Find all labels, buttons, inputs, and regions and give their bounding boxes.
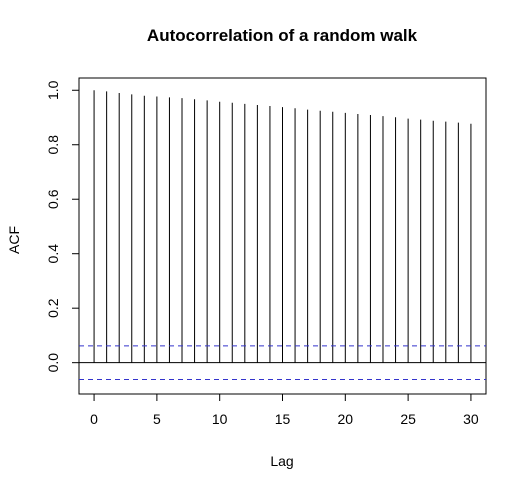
y-axis: 0.0 0.2 0.4 0.6 0.8 1.0 <box>45 80 80 373</box>
x-axis: 0 5 10 15 20 25 30 <box>90 393 479 427</box>
acf-marks <box>79 90 486 381</box>
chart-title: Autocorrelation of a random walk <box>147 26 418 45</box>
x-tick-label: 15 <box>275 411 291 427</box>
x-tick-label: 5 <box>153 411 161 427</box>
y-axis-label: ACF <box>6 226 22 254</box>
y-tick-label: 0.4 <box>45 244 61 264</box>
x-axis-label: Lag <box>270 453 293 469</box>
x-tick-label: 30 <box>463 411 479 427</box>
y-tick-label: 0.8 <box>45 135 61 155</box>
y-tick-label: 0.6 <box>45 189 61 209</box>
y-tick-label: 0.0 <box>45 353 61 373</box>
x-tick-label: 10 <box>212 411 228 427</box>
y-tick-label: 1.0 <box>45 80 61 100</box>
y-tick-label: 0.2 <box>45 298 61 318</box>
x-tick-label: 0 <box>90 411 98 427</box>
x-tick-label: 25 <box>400 411 416 427</box>
x-tick-label: 20 <box>338 411 354 427</box>
